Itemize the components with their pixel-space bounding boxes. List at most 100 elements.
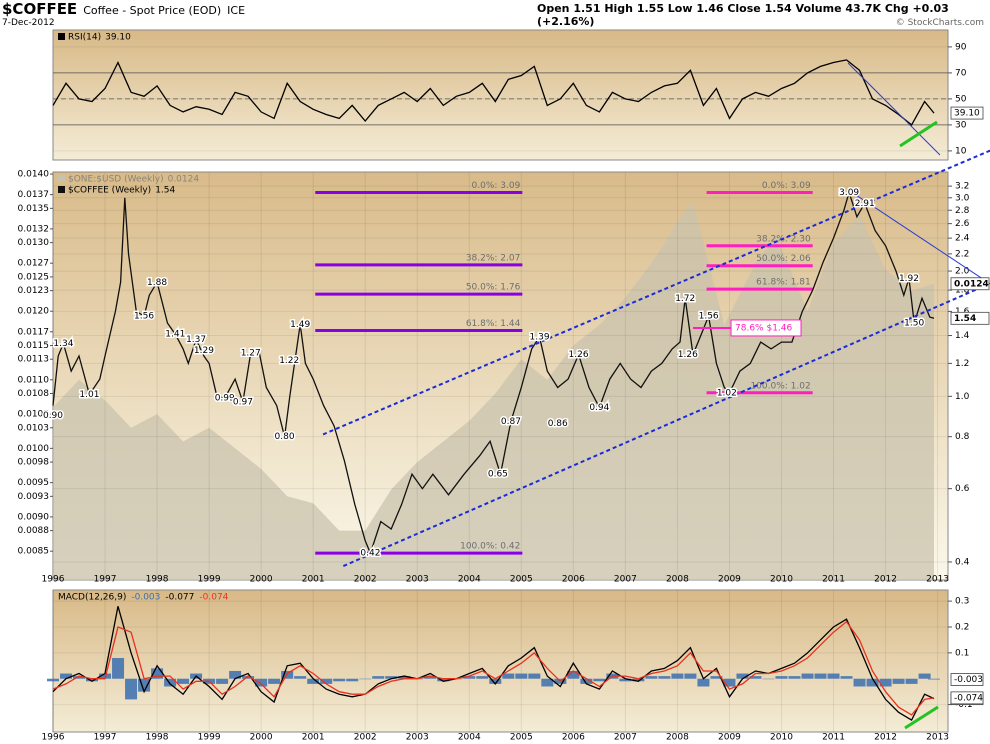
y-tick-label: 50 — [955, 94, 967, 104]
y-tick-label: -0.1 — [955, 700, 973, 710]
panel-background — [52, 589, 949, 733]
x-tick-label: 2007 — [614, 733, 637, 743]
x-tick-label: 1999 — [198, 575, 221, 585]
series-line — [52, 59, 935, 126]
histogram-bar — [333, 678, 346, 682]
histogram-bar — [528, 673, 541, 679]
fib-label: 0.0%: 3.09 — [762, 181, 811, 191]
price-label: 1.01 — [79, 390, 99, 400]
price-label: 1.29 — [194, 346, 214, 356]
histogram-bar — [788, 676, 801, 679]
x-tick-label: 2011 — [822, 733, 845, 743]
annotation-stroke — [899, 120, 938, 148]
last-value-label: 39.10 — [954, 109, 980, 119]
annotation-stroke — [904, 705, 939, 730]
quote: Open 1.51 High 1.55 Low 1.46 Close 1.54 … — [537, 2, 949, 28]
fib-label: 100.0%: 1.02 — [750, 381, 810, 391]
y-tick-label: 2.6 — [955, 219, 970, 229]
histogram-bar — [892, 678, 905, 684]
x-tick-label: 2007 — [614, 575, 637, 585]
fib-label: 100.0%: 0.42 — [460, 542, 520, 552]
y-tick-label: 90 — [955, 42, 967, 52]
histogram-bar — [749, 676, 762, 679]
x-tick-label: 2003 — [406, 575, 429, 585]
price-label: 1.27 — [241, 349, 261, 359]
histogram-bar — [359, 678, 372, 680]
fib-label: 50.0%: 1.76 — [466, 283, 521, 293]
histogram-bar — [502, 673, 515, 679]
y-tick-label: 2.2 — [955, 249, 969, 259]
price-label: 0.94 — [589, 403, 609, 413]
fib-label: 61.8%: 1.44 — [466, 319, 521, 329]
x-tick-label: 2010 — [770, 733, 793, 743]
x-tick-label: 2013 — [926, 575, 949, 585]
x-tick-label: 2012 — [874, 733, 897, 743]
histogram-bar — [86, 678, 99, 682]
price-label: 0.99 — [215, 394, 235, 404]
histogram-bar — [723, 678, 736, 687]
histogram-bar — [658, 676, 671, 679]
header: $COFFEE Coffee - Spot Price (EOD) ICE 7-… — [0, 0, 990, 30]
legend-label: $COFFEE (Weekly) — [68, 186, 151, 196]
price-label: 1.34 — [53, 339, 73, 349]
histogram-bar — [476, 676, 489, 679]
fib-label: 38.2%: 2.07 — [466, 253, 521, 263]
histogram-bar — [268, 678, 281, 684]
histogram-bar — [385, 676, 398, 679]
y-tick-label: 1.6 — [955, 307, 970, 317]
x-tick-label: 2006 — [562, 575, 585, 585]
histogram-bar — [60, 673, 73, 679]
histogram-bar — [645, 676, 658, 679]
y2-tick-label: 0.0130 — [18, 238, 50, 248]
trendline — [322, 149, 990, 436]
last-value-box — [950, 311, 990, 325]
x-tick-label: 2001 — [302, 575, 325, 585]
x-tick-label: 2000 — [250, 733, 273, 743]
y-tick-label: 2.8 — [955, 206, 970, 216]
histogram-bar — [489, 678, 502, 684]
fib-label: 0.0%: 3.09 — [472, 181, 521, 191]
price-label: 1.39 — [530, 332, 550, 342]
y2-tick-label: 0.0085 — [18, 547, 50, 557]
histogram-bar — [424, 676, 437, 679]
trendline — [848, 189, 990, 285]
y2-tick-label: 0.0115 — [18, 341, 50, 351]
legend-swatch — [58, 186, 65, 193]
y-tick-label: 0.3 — [955, 597, 969, 607]
y2-tick-label: 0.0132 — [18, 224, 50, 234]
price-label: 1.22 — [279, 356, 299, 366]
y2-tick-label: 0.0110 — [18, 375, 50, 385]
histogram-bar — [255, 678, 268, 687]
x-tick-label: 2006 — [562, 733, 585, 743]
price-label: 1.56 — [699, 311, 719, 321]
y2-tick-label: 0.0098 — [18, 458, 50, 468]
histogram-bar — [398, 676, 411, 679]
fib-label: 61.8%: 1.81 — [756, 278, 811, 288]
histogram-bar — [827, 673, 840, 679]
price-label: 0.42 — [360, 549, 380, 559]
y2-tick-label: 0.0095 — [18, 478, 50, 488]
last-value-box — [950, 673, 984, 686]
x-tick-label: 2005 — [510, 733, 533, 743]
x-tick-label: 2010 — [770, 575, 793, 585]
histogram-bar — [294, 676, 307, 679]
histogram-bar — [216, 678, 229, 684]
y2-tick-label: 0.0090 — [18, 512, 50, 522]
y-tick-label: 2.0 — [955, 267, 970, 277]
y-tick-label: 30 — [955, 120, 967, 130]
y2-tick-label: 0.0113 — [18, 355, 50, 365]
price-label: 0.80 — [275, 432, 295, 442]
price-label: 1.37 — [186, 335, 206, 345]
panel-background — [52, 29, 949, 161]
y2-tick-label: 0.0117 — [18, 327, 50, 337]
price-label: 0.65 — [488, 470, 508, 480]
price-label: 1.56 — [134, 311, 154, 321]
histogram-bar — [619, 678, 632, 682]
legend-swatch — [58, 175, 65, 182]
histogram-bar — [736, 673, 749, 679]
last-value-label: -0.003 — [954, 675, 983, 685]
x-tick-label: 2001 — [302, 733, 325, 743]
y2-tick-label: 0.0093 — [18, 492, 50, 502]
